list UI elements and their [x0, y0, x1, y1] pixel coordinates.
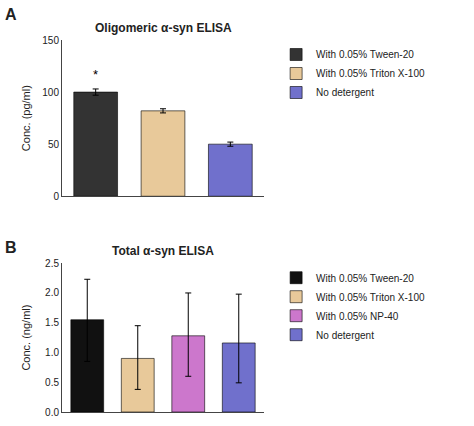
svg-text:A: A — [5, 6, 17, 23]
svg-text:No detergent: No detergent — [316, 330, 374, 341]
svg-text:50: 50 — [48, 139, 60, 150]
svg-text:Conc. (ng/ml): Conc. (ng/ml) — [20, 305, 32, 371]
svg-text:With 0.05% NP-40: With 0.05% NP-40 — [316, 311, 399, 322]
svg-text:Oligomeric α-syn ELISA: Oligomeric α-syn ELISA — [95, 21, 232, 35]
svg-text:Conc. (pg/ml): Conc. (pg/ml) — [20, 85, 32, 151]
svg-text:2.0: 2.0 — [45, 287, 59, 298]
svg-text:With 0.05% Triton X-100: With 0.05% Triton X-100 — [316, 292, 425, 303]
svg-text:With 0.05% Tween-20: With 0.05% Tween-20 — [316, 273, 414, 284]
svg-text:With 0.05% Tween-20: With 0.05% Tween-20 — [316, 49, 414, 60]
svg-text:No detergent: No detergent — [316, 87, 374, 98]
svg-text:*: * — [93, 67, 98, 82]
svg-text:0.5: 0.5 — [45, 377, 59, 388]
svg-text:150: 150 — [42, 35, 59, 46]
svg-text:2.5: 2.5 — [45, 258, 59, 269]
svg-text:B: B — [5, 239, 17, 256]
svg-text:With 0.05% Triton X-100: With 0.05% Triton X-100 — [316, 68, 425, 79]
svg-text:1.5: 1.5 — [45, 317, 59, 328]
svg-text:100: 100 — [42, 87, 59, 98]
svg-text:0: 0 — [53, 191, 59, 202]
svg-text:0.0: 0.0 — [45, 407, 59, 418]
svg-text:1.0: 1.0 — [45, 347, 59, 358]
svg-text:Total α-syn ELISA: Total α-syn ELISA — [112, 244, 214, 258]
